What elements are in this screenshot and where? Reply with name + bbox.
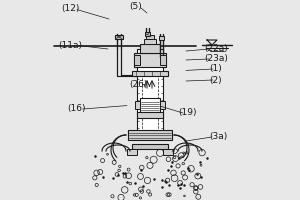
Bar <box>132 144 168 149</box>
Text: (12): (12) <box>61 4 79 14</box>
Bar <box>127 149 137 155</box>
Bar <box>128 130 172 140</box>
Text: (22a): (22a) <box>204 45 228 53</box>
Bar <box>144 39 156 44</box>
Text: (2): (2) <box>210 75 222 84</box>
Text: (19): (19) <box>179 108 197 117</box>
Bar <box>160 101 165 109</box>
Text: (3a): (3a) <box>209 132 227 142</box>
Text: (5): (5) <box>130 2 142 11</box>
Bar <box>134 55 140 65</box>
Bar <box>135 101 140 109</box>
Bar <box>140 98 160 112</box>
Bar <box>137 49 163 136</box>
Bar <box>132 71 168 76</box>
Bar <box>163 149 173 155</box>
Bar <box>146 35 154 39</box>
Bar <box>159 36 164 40</box>
Bar <box>145 32 150 36</box>
Bar <box>116 35 123 39</box>
Bar <box>134 53 166 67</box>
Text: (16): (16) <box>67 104 85 114</box>
Bar <box>140 44 160 53</box>
Text: (23a): (23a) <box>204 54 228 64</box>
Bar <box>160 55 166 65</box>
Text: (11a): (11a) <box>58 41 82 50</box>
Text: (26): (26) <box>129 80 147 89</box>
Bar <box>137 112 163 118</box>
Text: (1): (1) <box>210 64 222 73</box>
